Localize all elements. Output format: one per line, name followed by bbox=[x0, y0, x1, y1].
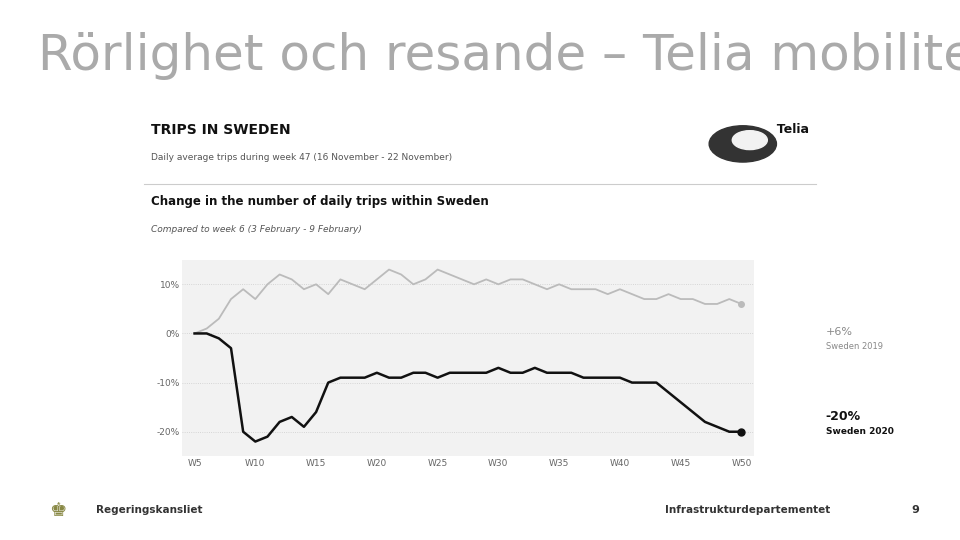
Text: TRIPS IN SWEDEN: TRIPS IN SWEDEN bbox=[151, 123, 290, 137]
Text: Sweden 2020: Sweden 2020 bbox=[826, 428, 894, 436]
Text: Infrastrukturdepartementet: Infrastrukturdepartementet bbox=[665, 505, 830, 515]
Text: Change in the number of daily trips within Sweden: Change in the number of daily trips with… bbox=[151, 195, 489, 208]
Text: ♚: ♚ bbox=[49, 501, 66, 520]
Text: 9: 9 bbox=[912, 505, 920, 515]
Text: Telia: Telia bbox=[768, 123, 809, 136]
Text: Sweden 2019: Sweden 2019 bbox=[826, 342, 882, 351]
Text: Compared to week 6 (3 February - 9 February): Compared to week 6 (3 February - 9 Febru… bbox=[151, 225, 362, 234]
Circle shape bbox=[709, 126, 777, 162]
Text: -20%: -20% bbox=[826, 410, 861, 423]
Text: +6%: +6% bbox=[826, 327, 852, 337]
Text: Regeringskansliet: Regeringskansliet bbox=[96, 505, 203, 515]
Text: Daily average trips during week 47 (16 November - 22 November): Daily average trips during week 47 (16 N… bbox=[151, 153, 452, 163]
Text: Rörlighet och resande – Telia mobilitetsdata: Rörlighet och resande – Telia mobilitets… bbox=[38, 32, 960, 80]
Circle shape bbox=[732, 131, 767, 150]
